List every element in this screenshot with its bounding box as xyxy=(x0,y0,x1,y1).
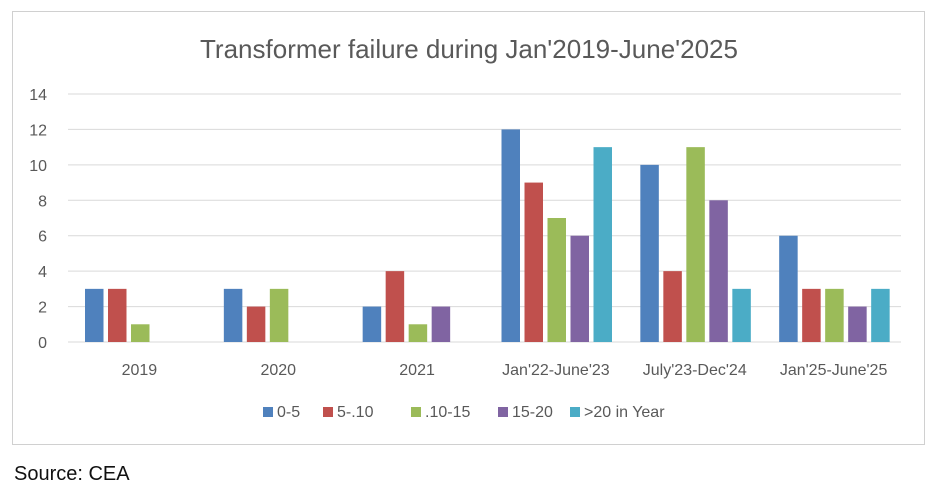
x-tick-label: July'23-Dec'24 xyxy=(643,362,747,379)
bar-1015-2020 xyxy=(269,288,289,342)
x-tick-label: Jan'25-June'25 xyxy=(780,362,888,379)
y-tick-label: 0 xyxy=(38,335,47,352)
legend: 0-5 5-.10 .10-15 15-20 >20 in Year xyxy=(263,404,665,421)
bar-510-Jan25June25 xyxy=(802,288,821,342)
bar-1015-July23Dec24 xyxy=(686,147,705,342)
bar-1520-July23Dec24 xyxy=(709,200,728,342)
bar-510-Jan22June23 xyxy=(524,182,543,342)
y-tick-label: 8 xyxy=(38,193,47,210)
y-tick-label: 6 xyxy=(38,229,47,246)
source-note: Source: CEA xyxy=(14,463,130,485)
bar-1015-Jan25June25 xyxy=(825,288,844,342)
legend-label: 0-5 xyxy=(277,404,300,421)
bar-510-2021 xyxy=(385,271,405,342)
bar-chart: Transformer failure during Jan'2019-June… xyxy=(29,34,901,421)
bar-510-2020 xyxy=(246,306,266,342)
legend-swatch xyxy=(411,407,421,417)
x-tick-label: 2019 xyxy=(122,362,158,379)
x-tick-label: 2021 xyxy=(399,362,435,379)
bar-20inYear-Jan22June23 xyxy=(593,147,612,342)
bar-05-Jan25June25 xyxy=(779,235,798,342)
chart-title: Transformer failure during Jan'2019-June… xyxy=(200,34,738,64)
bar-05-2020 xyxy=(223,288,243,342)
legend-label: >20 in Year xyxy=(584,404,665,421)
chart-frame: Transformer failure during Jan'2019-June… xyxy=(12,11,925,445)
y-tick-label: 12 xyxy=(29,122,47,139)
y-tick-label: 10 xyxy=(29,158,47,175)
y-axis-ticks: 0 2 4 6 8 10 12 14 xyxy=(29,87,47,352)
bar-510-2019 xyxy=(108,288,127,342)
bar-510-July23Dec24 xyxy=(663,271,682,342)
legend-label: 15-20 xyxy=(512,404,553,421)
legend-swatch xyxy=(323,407,333,417)
x-axis-ticks: 2019 2020 2021 Jan'22-June'23 July'23-Dec'24… xyxy=(122,362,888,379)
gridlines xyxy=(68,93,901,343)
bar-05-Jan22June23 xyxy=(501,129,520,342)
y-tick-label: 2 xyxy=(38,300,47,317)
bar-05-2019 xyxy=(85,288,104,342)
x-tick-label: 2020 xyxy=(260,362,296,379)
legend-label: 5-.10 xyxy=(337,404,374,421)
bar-20inYear-July23Dec24 xyxy=(732,288,751,342)
bar-1520-Jan25June25 xyxy=(848,306,867,342)
x-tick-label: Jan'22-June'23 xyxy=(502,362,610,379)
bars xyxy=(85,129,890,342)
bar-1520-Jan22June23 xyxy=(570,235,589,342)
legend-label: .10-15 xyxy=(425,404,470,421)
bar-1015-Jan22June23 xyxy=(547,218,566,342)
legend-swatch xyxy=(570,407,580,417)
bar-1015-2019 xyxy=(131,324,150,342)
bar-05-July23Dec24 xyxy=(640,164,659,342)
bar-1015-2021 xyxy=(408,324,428,342)
y-tick-label: 4 xyxy=(38,264,47,281)
bar-20inYear-Jan25June25 xyxy=(871,288,890,342)
bar-05-2021 xyxy=(362,306,382,342)
bar-1520-2021 xyxy=(431,306,451,342)
legend-swatch xyxy=(498,407,508,417)
legend-swatch xyxy=(263,407,273,417)
y-tick-label: 14 xyxy=(29,87,47,104)
